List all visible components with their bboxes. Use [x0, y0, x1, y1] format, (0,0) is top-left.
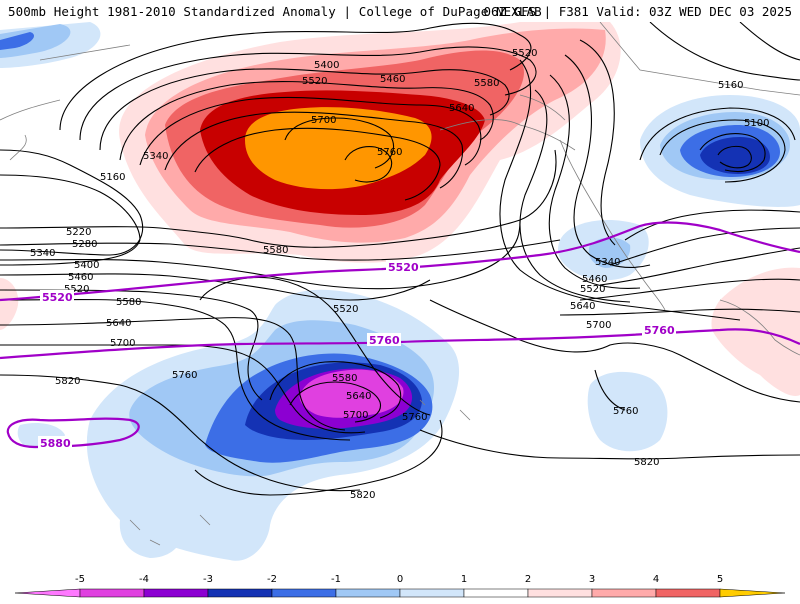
colorbar-swatches	[14, 588, 786, 598]
label-5400: 5400	[314, 60, 339, 71]
label-5160: 5160	[100, 172, 125, 183]
colorbar-swatch	[207, 588, 273, 598]
colorbar-tick-label: 4	[653, 574, 659, 585]
label-5820: 5820	[350, 490, 375, 501]
colorbar-tick-labels: -5 -4 -3 -2 -1 0 1 2 3 4 5	[75, 574, 723, 585]
label-5640: 5640	[106, 318, 131, 329]
colorbar-tick-label: -2	[267, 574, 277, 585]
label-5520: 5520	[333, 304, 358, 315]
colorbar-tick-label: 1	[461, 574, 467, 585]
label-5340: 5340	[143, 151, 168, 162]
colorbar-swatch	[79, 588, 145, 598]
climo-label-5760: 5760	[644, 324, 675, 337]
label-5760: 5760	[402, 412, 427, 423]
contour-labels: 5400 5520 5460 5520 5580 5640 5700 5760 …	[30, 48, 769, 501]
colorbar-tick-label: 0	[397, 574, 403, 585]
climo-label-5520: 5520	[42, 291, 73, 304]
label-5640: 5640	[346, 391, 371, 402]
label-5460: 5460	[68, 272, 93, 283]
colorbar-swatch	[527, 588, 593, 598]
label-5700: 5700	[311, 115, 336, 126]
label-5580: 5580	[332, 373, 357, 384]
colorbar-tick-label: -5	[75, 574, 85, 585]
colorbar-tick-label: -1	[331, 574, 341, 585]
label-5220: 5220	[66, 227, 91, 238]
colorbar-swatch	[271, 588, 337, 598]
label-5700: 5700	[586, 320, 611, 331]
colorbar: -5 -4 -3 -2 -1 0 1 2 3 4 5	[0, 570, 800, 600]
label-5460: 5460	[582, 274, 607, 285]
label-5640: 5640	[449, 103, 474, 114]
label-5460: 5460	[380, 74, 405, 85]
label-5340: 5340	[30, 248, 55, 259]
coastlines	[0, 22, 800, 546]
colorbar-swatch	[463, 588, 529, 598]
label-5760: 5760	[172, 370, 197, 381]
label-5400: 5400	[74, 260, 99, 271]
colorbar-left-cap	[14, 588, 81, 598]
label-5760: 5760	[613, 406, 638, 417]
label-5160: 5160	[718, 80, 743, 91]
label-5100: 5100	[744, 118, 769, 129]
colorbar-swatch	[399, 588, 465, 598]
positive-anomaly-shading	[0, 22, 800, 396]
label-5520: 5520	[512, 48, 537, 59]
label-5700: 5700	[343, 410, 368, 421]
colorbar-swatch	[143, 588, 209, 598]
label-5700: 5700	[110, 338, 135, 349]
label-5520: 5520	[302, 76, 327, 87]
colorbar-tick-label: 2	[525, 574, 531, 585]
colorbar-swatch	[655, 588, 721, 598]
colorbar-tick-label: 3	[589, 574, 595, 585]
model-run-info: 06Z GFS | F381 Valid: 03Z WED DEC 03 202…	[483, 4, 792, 19]
label-5580: 5580	[116, 297, 141, 308]
label-5340: 5340	[595, 257, 620, 268]
climo-label-5880: 5880	[40, 437, 71, 450]
header-bar: 500mb Height 1981-2010 Standardized Anom…	[0, 0, 800, 22]
climo-label-5520: 5520	[388, 261, 419, 274]
climatology-labels: 5520 5520 5760 5760 5880	[38, 260, 676, 450]
label-5640: 5640	[570, 301, 595, 312]
label-5580: 5580	[263, 245, 288, 256]
label-5820: 5820	[634, 457, 659, 468]
anomaly-map[interactable]: 5400 5520 5460 5520 5580 5640 5700 5760 …	[0, 22, 800, 568]
colorbar-tick-label: -4	[139, 574, 149, 585]
colorbar-swatch	[335, 588, 401, 598]
height-contours	[0, 22, 800, 496]
colorbar-tick-label: -3	[203, 574, 213, 585]
label-5520: 5520	[580, 284, 605, 295]
label-5760: 5760	[377, 147, 402, 158]
map-title: 500mb Height 1981-2010 Standardized Anom…	[8, 4, 542, 19]
label-5280: 5280	[72, 239, 97, 250]
label-5820: 5820	[55, 376, 80, 387]
climo-label-5760: 5760	[369, 334, 400, 347]
label-5520: 5520	[64, 284, 89, 295]
climatology-lines	[0, 221, 800, 449]
colorbar-tick-label: 5	[717, 574, 723, 585]
colorbar-right-cap	[719, 588, 786, 598]
label-5580: 5580	[474, 78, 499, 89]
colorbar-swatch	[591, 588, 657, 598]
